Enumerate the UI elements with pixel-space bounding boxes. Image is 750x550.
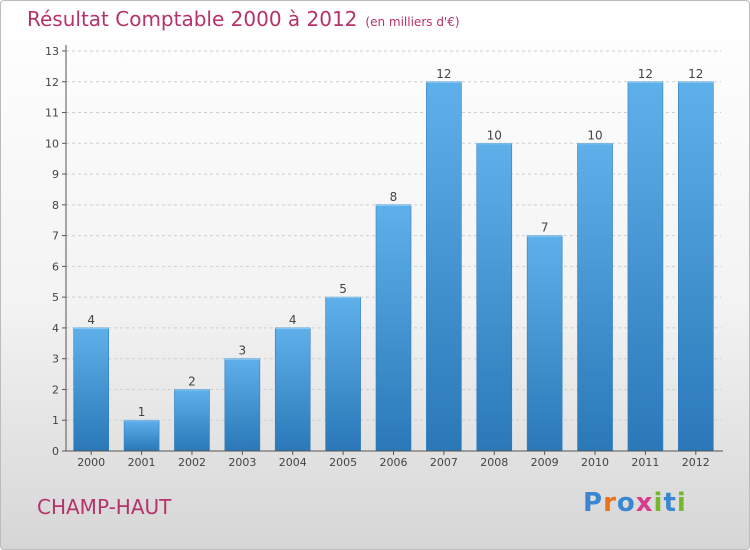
bar-2011 bbox=[627, 81, 664, 452]
x-tick-label: 2009 bbox=[531, 456, 559, 469]
axes bbox=[62, 45, 723, 455]
bar-2009 bbox=[526, 235, 563, 452]
data-label-2010: 10 bbox=[587, 128, 602, 142]
y-tick-label: 4 bbox=[52, 322, 59, 335]
y-tick-label: 9 bbox=[52, 168, 59, 181]
chart-title: Résultat Comptable 2000 à 2012 (en millie… bbox=[27, 7, 460, 31]
data-label-2006: 8 bbox=[390, 190, 398, 204]
data-label-2008: 10 bbox=[487, 128, 502, 142]
bar-2001 bbox=[123, 419, 160, 452]
y-tick-label: 7 bbox=[52, 230, 59, 243]
logo-letter: x bbox=[635, 488, 654, 518]
bar-2008 bbox=[476, 143, 513, 452]
data-label-2007: 12 bbox=[436, 67, 451, 81]
y-tick-label: 8 bbox=[52, 199, 59, 212]
bar-2010 bbox=[577, 143, 613, 452]
bar-2000 bbox=[73, 327, 109, 452]
x-tick-label: 2012 bbox=[682, 456, 710, 469]
data-label-2003: 3 bbox=[239, 344, 247, 358]
y-tick-label: 2 bbox=[52, 383, 59, 396]
data-label-2011: 12 bbox=[638, 67, 653, 81]
x-tick-label: 2005 bbox=[329, 456, 357, 469]
x-tick-label: 2006 bbox=[380, 456, 408, 469]
chart-title-unit: (en milliers d'€) bbox=[365, 15, 460, 29]
y-tick-label: 1 bbox=[52, 414, 59, 427]
location-name: CHAMP-HAUT bbox=[37, 495, 172, 519]
data-label-2000: 4 bbox=[87, 313, 95, 327]
x-tick-label: 2010 bbox=[581, 456, 609, 469]
data-label-2005: 5 bbox=[339, 282, 347, 296]
bar-2006 bbox=[375, 204, 412, 452]
bar-2012 bbox=[678, 81, 714, 452]
data-label-2004: 4 bbox=[289, 313, 297, 327]
y-tick-label: 5 bbox=[52, 291, 59, 304]
bar-2007 bbox=[426, 81, 462, 452]
x-tick-label: 2001 bbox=[128, 456, 156, 469]
y-tick-label: 0 bbox=[52, 445, 59, 458]
y-tick-label: 13 bbox=[45, 45, 59, 58]
data-label-2001: 1 bbox=[138, 405, 146, 419]
data-label-2009: 7 bbox=[541, 221, 549, 235]
y-tick-label: 11 bbox=[45, 107, 59, 120]
bar-2002 bbox=[174, 389, 210, 452]
bars bbox=[73, 81, 714, 452]
bar-2005 bbox=[325, 296, 361, 452]
y-tick-label: 3 bbox=[52, 353, 59, 366]
x-tick-label: 2011 bbox=[631, 456, 659, 469]
y-tick-label: 6 bbox=[52, 260, 59, 273]
labels: 0123456789101112134200012001220023200342… bbox=[45, 45, 710, 469]
y-tick-label: 10 bbox=[45, 137, 59, 150]
chart-title-main: Résultat Comptable 2000 à 2012 bbox=[27, 7, 358, 31]
x-tick-label: 2008 bbox=[480, 456, 508, 469]
x-tick-label: 2007 bbox=[430, 456, 458, 469]
logo-letter: i bbox=[676, 488, 687, 518]
logo-letter: o bbox=[616, 488, 636, 518]
y-tick-label: 12 bbox=[45, 76, 59, 89]
x-tick-label: 2000 bbox=[77, 456, 105, 469]
logo-letter: i bbox=[653, 488, 664, 518]
x-tick-label: 2003 bbox=[228, 456, 256, 469]
logo-letter: r bbox=[603, 488, 617, 518]
logo-letter: P bbox=[583, 488, 604, 518]
proxiti-logo: Proxiti bbox=[583, 488, 687, 518]
x-tick-label: 2002 bbox=[178, 456, 206, 469]
data-label-2012: 12 bbox=[688, 67, 703, 81]
logo-letter: t bbox=[663, 488, 677, 518]
data-label-2002: 2 bbox=[188, 374, 196, 388]
x-tick-label: 2004 bbox=[279, 456, 307, 469]
bar-2003 bbox=[224, 358, 261, 452]
bar-2004 bbox=[274, 327, 311, 452]
